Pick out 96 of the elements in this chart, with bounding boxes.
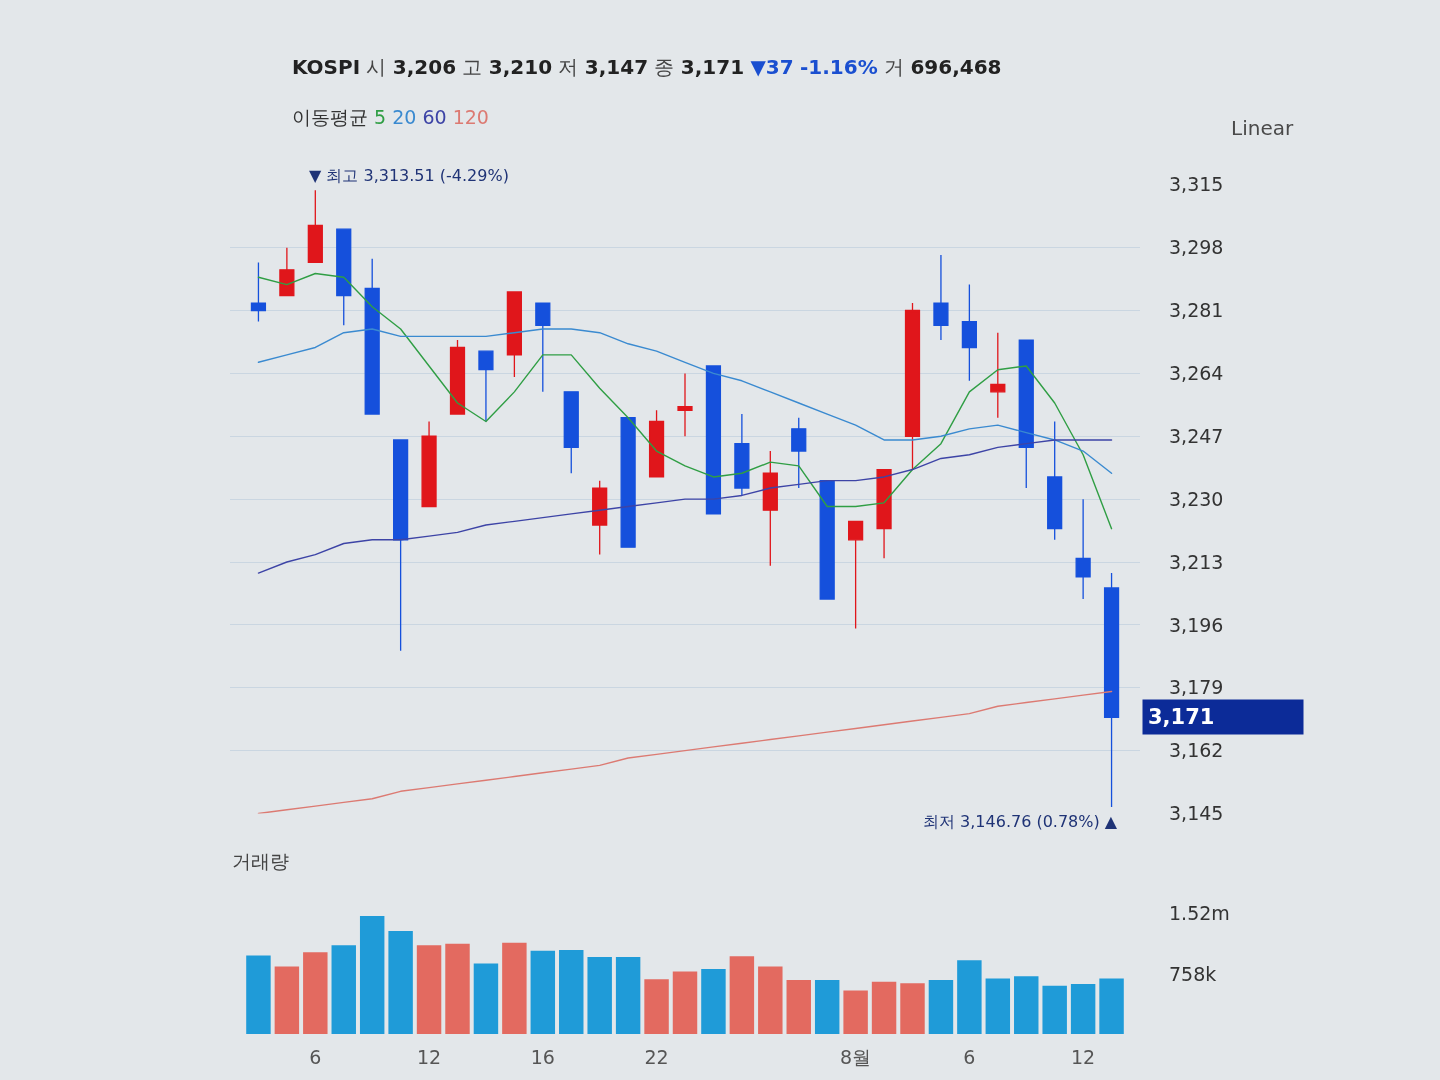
x-tick-label: 8월 [840, 1046, 872, 1068]
candlestick [1075, 498, 1091, 600]
y-tick-label: 3,247 [1169, 424, 1224, 447]
y-tick-label: 3,145 [1169, 802, 1224, 825]
bar [416, 945, 442, 1034]
bar [701, 969, 726, 1034]
candlestick [449, 339, 466, 415]
candlestick [1018, 339, 1034, 489]
candlestick [336, 228, 352, 326]
candlestick [648, 409, 665, 478]
candlestick [393, 439, 409, 652]
candlestick [904, 302, 921, 471]
candlestick [762, 450, 778, 567]
bar [615, 957, 641, 1034]
candlestick [535, 302, 551, 393]
line-series [257, 328, 1113, 474]
candlestick [279, 246, 295, 297]
annotation: 최저 3,146.76 (0.78%) ▲ [923, 812, 1118, 831]
bar [1099, 978, 1124, 1034]
text: 60 [422, 106, 447, 128]
y-tick-label: 1.52m [1169, 902, 1230, 925]
candlestick [478, 350, 494, 423]
candlestick [705, 365, 722, 515]
candlestick [933, 254, 949, 341]
chart-title: 거래량 [232, 850, 289, 872]
bar [957, 960, 982, 1034]
x-tick-label: 16 [530, 1046, 555, 1068]
x-tick-label: 6 [963, 1046, 976, 1068]
bar [246, 955, 271, 1034]
candlestick [364, 258, 380, 415]
bar [445, 943, 470, 1034]
y-tick-label: 3,315 [1169, 173, 1224, 196]
candlestick [1047, 420, 1063, 541]
x-tick-label: 22 [644, 1046, 669, 1068]
candlestick [677, 372, 693, 437]
bar [530, 950, 556, 1034]
bar [729, 956, 755, 1034]
annotation: ▼ 최고 3,313.51 (-4.29%) [309, 166, 509, 185]
bar [928, 980, 954, 1034]
y-tick-label: 3,162 [1169, 739, 1224, 762]
candlestick [819, 479, 835, 600]
bar [1042, 985, 1067, 1034]
x-tick-label: 6 [309, 1046, 322, 1068]
y-tick-label: 758k [1169, 962, 1217, 985]
bar [331, 945, 356, 1034]
bar [644, 979, 669, 1034]
candlestick [876, 468, 892, 559]
bar [274, 966, 300, 1034]
candlestick [307, 189, 323, 264]
candlestick [506, 291, 522, 378]
text: Linear [1231, 116, 1294, 140]
y-tick-label: 3,179 [1169, 676, 1224, 699]
bar [388, 930, 413, 1034]
y-tick-label: 3,196 [1169, 613, 1224, 636]
bar [1070, 984, 1096, 1034]
bar [1014, 976, 1039, 1034]
candlestick [1103, 572, 1120, 808]
line-series [257, 272, 1113, 530]
y-tick-label: 3,213 [1169, 550, 1224, 573]
y-tick-label: 3,298 [1169, 236, 1224, 259]
bar [502, 942, 527, 1034]
candlestick [848, 520, 864, 630]
bar [985, 978, 1011, 1034]
candlestick [250, 261, 267, 323]
x-tick-label: 12 [416, 1046, 442, 1068]
y-tick-label: 3,264 [1169, 362, 1224, 385]
chart-title: KOSPI 시 3,206 고 3,210 저 3,147 종 3,171 ▼37 -1.16% 거 696,468 [292, 55, 1002, 79]
candlestick [563, 391, 579, 474]
bar [587, 957, 612, 1034]
candlestick [791, 417, 807, 489]
y-tick-label: 3,230 [1169, 487, 1224, 510]
candlestick [990, 332, 1006, 419]
text: 20 [392, 106, 417, 128]
x-tick-label: 12 [1071, 1046, 1096, 1068]
legend-title: 이동평균 [292, 106, 368, 128]
text: 5 [374, 106, 387, 128]
bar [786, 980, 811, 1034]
candlestick [734, 413, 750, 497]
bar [871, 981, 897, 1034]
bar [814, 980, 840, 1034]
bar [672, 971, 698, 1034]
candlestick [421, 420, 437, 508]
line-series [257, 439, 1113, 574]
bar [473, 963, 499, 1034]
bar [359, 915, 385, 1034]
candlestick [620, 417, 636, 548]
bar [559, 949, 584, 1034]
bar [900, 983, 925, 1034]
bar [303, 952, 328, 1034]
bar [758, 966, 783, 1034]
text: 3,171 [1148, 705, 1215, 729]
bar [843, 990, 868, 1034]
candlestick [592, 479, 608, 556]
y-tick-label: 3,281 [1169, 299, 1224, 322]
candlestick [961, 283, 977, 382]
text: 120 [452, 106, 489, 128]
